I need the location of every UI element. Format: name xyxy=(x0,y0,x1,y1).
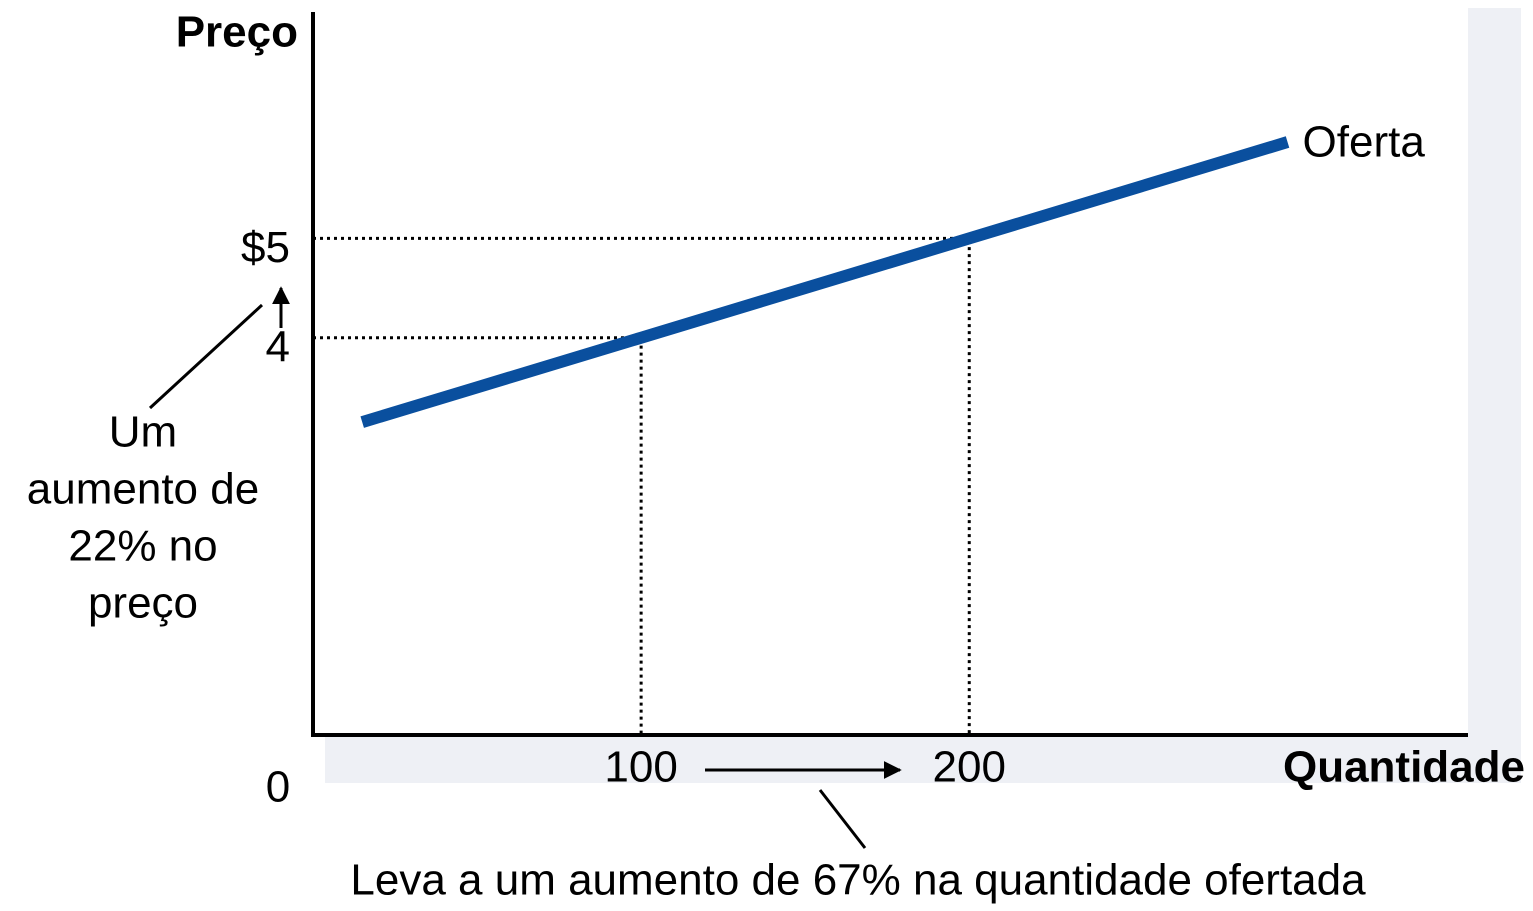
pointer-line xyxy=(818,789,867,849)
x-axis-label: Quantidade xyxy=(1283,743,1525,792)
supply-line xyxy=(360,136,1290,428)
annotation: 22% no xyxy=(68,522,217,571)
annotation: Leva a um aumento de 67% na quantidade o… xyxy=(350,856,1366,905)
y-axis-label: Preço xyxy=(176,8,298,57)
guide-line xyxy=(313,236,971,735)
annotation: Um xyxy=(109,408,177,457)
x-tick-label: 100 xyxy=(604,743,677,792)
plot-area xyxy=(313,0,1468,735)
y-tick-label: $5 xyxy=(241,223,290,272)
annotation: preço xyxy=(88,579,198,628)
x-tick-label: 200 xyxy=(933,743,1006,792)
annotation: aumento de xyxy=(27,465,259,514)
series-label: Oferta xyxy=(1303,118,1426,167)
y-tick-label: 4 xyxy=(266,322,290,371)
x-tick-label: 0 xyxy=(266,763,290,812)
pointer-line xyxy=(148,303,264,410)
